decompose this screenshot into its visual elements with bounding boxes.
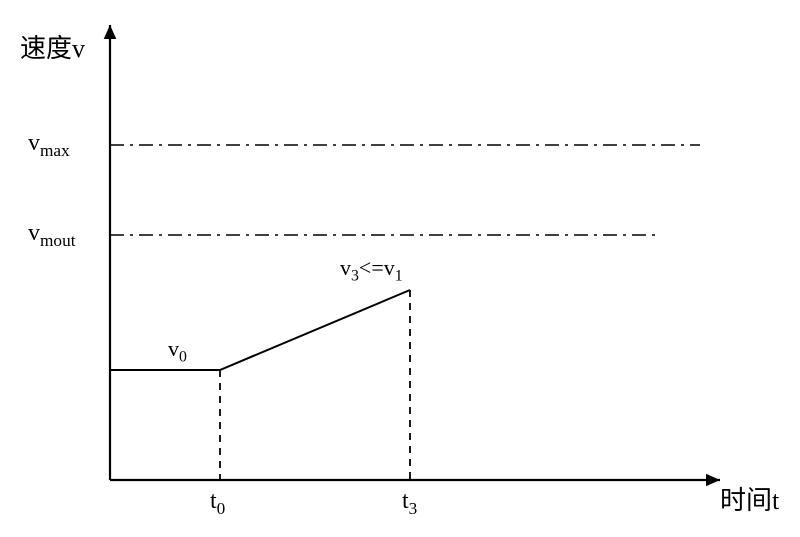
v3-rel: <=v [359, 255, 395, 280]
velocity-curve [110, 290, 410, 370]
t0-sub: 0 [217, 499, 226, 518]
x-axis-title-text: 时间t [720, 486, 779, 515]
t3-sub: 3 [409, 499, 418, 518]
t3-t: t [402, 488, 409, 514]
v3-sub: 3 [351, 267, 359, 284]
v3-rel-sub: 1 [395, 267, 403, 284]
y-axis-arrow [104, 25, 117, 39]
v3-v: v [340, 255, 351, 280]
vmout-label: vmout [28, 220, 76, 251]
v0-label: v0 [168, 336, 187, 366]
v0-v: v [168, 336, 179, 361]
y-axis-title: 速度v [20, 28, 85, 65]
x-axis-title: 时间t [720, 480, 779, 517]
velocity-time-chart: 速度v 时间t vmax vmout v0 v3<=v1 t0 t3 [0, 0, 800, 537]
vmax-v: v [28, 130, 40, 156]
vmax-sub: max [40, 141, 70, 160]
vmout-sub: mout [40, 231, 76, 250]
v3-label: v3<=v1 [340, 255, 403, 285]
t0-label: t0 [210, 488, 225, 519]
vmax-label: vmax [28, 130, 70, 161]
t0-t: t [210, 488, 217, 514]
y-axis-title-text: 速度v [20, 34, 85, 63]
t3-label: t3 [402, 488, 417, 519]
x-axis-arrow [706, 474, 720, 487]
v0-sub: 0 [179, 348, 187, 365]
vmout-v: v [28, 220, 40, 246]
